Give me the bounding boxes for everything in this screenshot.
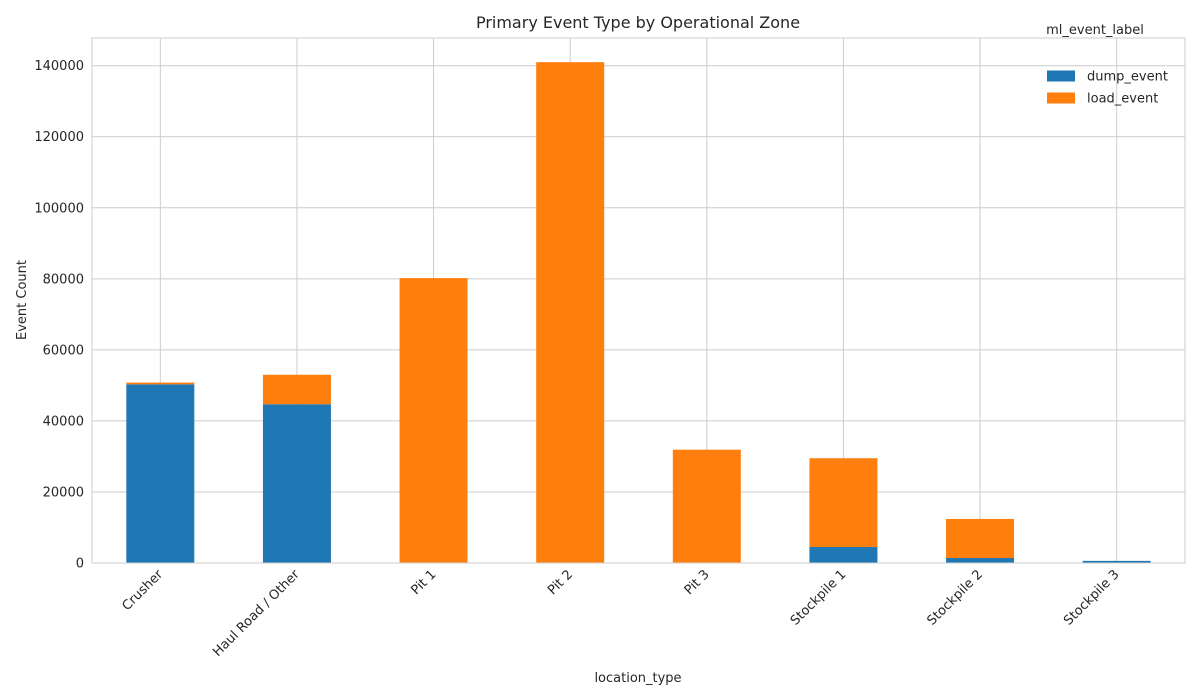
y-axis-label: Event Count <box>15 260 30 340</box>
x-tick-label: Pit 3 <box>682 567 713 598</box>
y-tick-labels: 0 20000 40000 60000 80000 100000 120000 140000 <box>34 59 84 571</box>
x-tick-labels: Crusher Haul Road / Other Pit 1 Pit 2 Pit 3 S… <box>119 567 1122 660</box>
bar-dump-event <box>126 384 195 563</box>
bar-load-event <box>262 374 331 405</box>
bar-load-event <box>809 458 878 548</box>
legend-title: ml_event_label <box>1046 23 1144 38</box>
y-tick-label: 100000 <box>34 201 84 216</box>
bar-load-event <box>126 382 195 385</box>
legend-label: dump_event <box>1087 70 1168 85</box>
legend-label: load_event <box>1087 92 1158 107</box>
bar-load-event <box>946 518 1015 559</box>
plot-frame <box>91 37 1186 564</box>
x-axis-label: location_type <box>594 671 681 686</box>
y-tick-label: 0 <box>76 557 84 572</box>
legend-swatch-dump-event <box>1047 70 1075 82</box>
y-tick-label: 20000 <box>43 485 84 500</box>
bars <box>126 62 1151 563</box>
y-tick-label: 80000 <box>43 272 84 287</box>
x-tick-label: Pit 2 <box>545 567 576 598</box>
x-tick-label: Stockpile 1 <box>788 567 849 628</box>
x-tick-label: Pit 1 <box>409 567 440 598</box>
y-tick-label: 140000 <box>34 59 84 74</box>
y-tick-label: 120000 <box>34 130 84 145</box>
bar-dump-event <box>946 558 1015 563</box>
x-tick-label: Crusher <box>119 567 166 614</box>
bar-load-event <box>399 278 468 563</box>
bar-load-event <box>672 449 741 563</box>
legend-swatch-load-event <box>1047 92 1075 104</box>
bar-dump-event <box>809 547 878 563</box>
y-tick-label: 60000 <box>43 343 84 358</box>
x-tick-label: Haul Road / Other <box>210 567 303 660</box>
bar-dump-event <box>262 404 331 563</box>
legend: ml_event_label dump_event load_event <box>1046 23 1168 107</box>
x-tick-label: Stockpile 3 <box>1061 567 1122 628</box>
chart-title: Primary Event Type by Operational Zone <box>476 13 800 32</box>
bar-load-event <box>536 62 605 563</box>
x-tick-label: Stockpile 2 <box>924 567 985 628</box>
bar-dump-event <box>1082 560 1151 563</box>
y-tick-label: 40000 <box>43 414 84 429</box>
grid <box>92 38 1185 564</box>
